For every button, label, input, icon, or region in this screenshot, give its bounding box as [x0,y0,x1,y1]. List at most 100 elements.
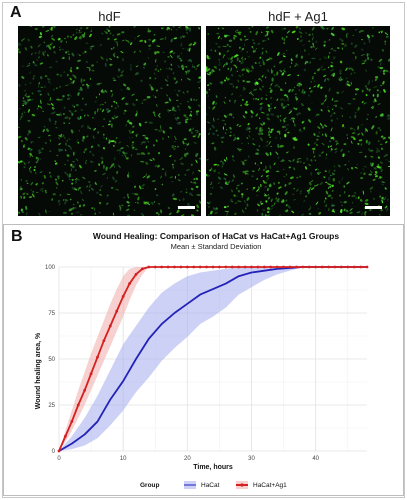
cell-speck [257,42,261,46]
cell-speck [149,76,152,80]
cell-speck [299,157,301,159]
cell-speck [129,66,132,71]
cell-speck [334,104,338,108]
cell-speck [160,175,162,179]
cell-speck [110,105,113,108]
cell-speck [68,173,72,176]
data-point-hacat-ag1 [141,267,144,271]
cell-speck [316,68,321,72]
cell-speck [172,193,175,197]
cell-speck [275,170,280,173]
cell-speck [64,116,69,119]
cell-speck [34,160,39,163]
cell-speck [85,60,88,64]
cell-speck [29,166,32,170]
cell-speck [309,90,313,93]
data-point-hacat-ag1 [250,265,253,269]
cell-speck [206,73,211,76]
data-point-hacat-ag1 [153,265,157,269]
cell-speck [313,133,316,136]
cell-speck [38,149,41,153]
cell-speck [185,27,188,31]
cell-speck [49,66,53,69]
cell-speck [195,112,199,116]
cell-speck [230,131,232,133]
cell-speck [53,26,56,28]
cell-speck [332,49,337,52]
cell-speck [270,82,273,86]
cell-speck [143,62,147,66]
cell-speck [56,154,59,157]
cell-speck [291,88,294,92]
cell-speck [84,114,86,117]
cell-speck [252,138,255,141]
cell-speck [193,142,197,144]
cell-speck [360,199,363,202]
cell-speck [283,37,286,42]
data-point-hacat-ag1 [327,265,330,269]
cell-speck [236,195,238,197]
cell-speck [33,169,36,171]
cell-speck [127,146,130,148]
cell-speck [109,32,112,34]
cell-speck [52,45,56,49]
cell-speck [166,84,169,86]
cell-speck [112,77,115,80]
cell-speck [372,178,376,181]
cell-speck [135,98,138,101]
cell-speck [223,206,227,209]
cell-speck [24,83,27,86]
cell-speck [350,127,353,130]
cell-speck [367,113,369,116]
cell-speck [49,96,52,101]
cell-speck [357,133,361,136]
cell-speck [269,136,272,139]
cell-speck [154,113,156,117]
cell-speck [354,55,357,60]
cell-speck [258,61,261,65]
cell-speck [288,110,292,115]
cell-speck [338,164,341,168]
cell-speck [346,83,351,87]
cell-speck [374,77,378,82]
cell-speck [356,163,359,166]
cell-speck [171,181,174,183]
cell-speck [188,43,193,47]
cell-speck [307,94,311,97]
cell-speck [54,123,57,125]
cell-speck [387,114,390,117]
cell-speck [29,98,34,101]
cell-speck [21,112,23,116]
cell-speck [382,181,385,183]
cell-speck [352,52,355,54]
cell-speck [221,161,225,165]
cell-speck [228,99,231,102]
cell-speck [177,64,180,68]
cell-speck [269,152,272,156]
cell-speck [85,162,87,164]
cell-speck [49,43,52,46]
cell-speck [147,48,152,50]
cell-speck [263,146,265,148]
cell-speck [47,92,50,97]
cell-speck [169,127,173,130]
cell-speck [211,142,215,145]
cell-speck [246,80,251,83]
cell-speck [280,70,283,73]
cell-speck [74,36,78,40]
cell-speck [56,113,61,116]
cell-speck [368,53,370,55]
cell-speck [120,51,124,54]
cell-speck [373,100,376,103]
cell-speck [298,84,301,88]
cell-speck [48,210,51,213]
cell-speck [379,30,383,32]
cell-speck [258,117,261,120]
cell-speck [368,141,371,144]
cell-speck [268,130,270,134]
cell-speck [197,81,200,84]
cell-speck [140,160,142,163]
cell-speck [57,199,61,203]
cell-speck [49,139,52,142]
cell-speck [310,187,315,191]
